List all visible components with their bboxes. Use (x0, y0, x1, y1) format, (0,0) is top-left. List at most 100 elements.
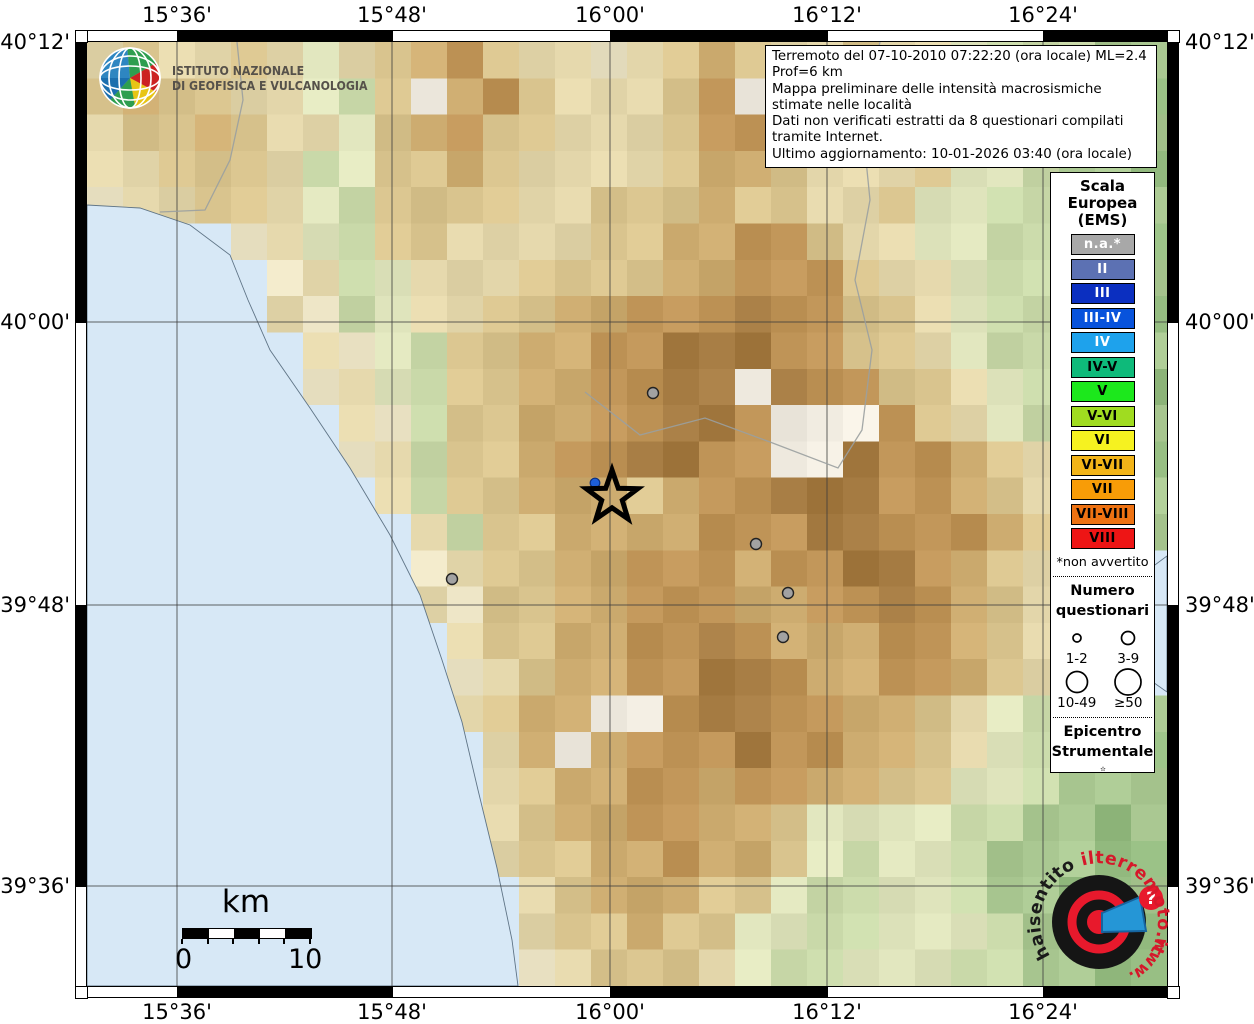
terrain-cell (951, 368, 988, 406)
questionnaire-size-label: 1-2 (1065, 651, 1088, 667)
frame-top-segment (87, 30, 178, 42)
terrain-cell (807, 731, 844, 769)
terrain-cell (879, 223, 916, 261)
terrain-cell (807, 441, 844, 479)
terrain-cell (771, 622, 808, 660)
terrain-cell (483, 332, 520, 370)
terrain-cell (627, 550, 664, 588)
terrain-cell (1023, 768, 1060, 806)
terrain-cell (987, 223, 1024, 261)
legend-title-line1: Scala (1079, 177, 1126, 195)
axis-label-top: 16°24' (1008, 3, 1078, 27)
terrain-cell (771, 877, 808, 914)
terrain-cell (915, 477, 952, 515)
terrain-cell (771, 804, 808, 842)
terrain-cell (663, 840, 700, 878)
terrain-cell (915, 949, 952, 986)
terrain-cell (843, 259, 880, 297)
info-line-map: Mappa preliminare delle intensità macros… (772, 81, 1102, 113)
scale-bar-segment (234, 929, 261, 938)
terrain-cell (843, 877, 880, 914)
terrain-cell (375, 296, 412, 334)
terrain-cell (591, 114, 628, 152)
axis-label-left: 40°12' (0, 30, 70, 54)
terrain-cell (663, 332, 700, 370)
scale-bar-segment (260, 929, 287, 938)
info-line-data: Dati non verificati estratti da 8 questi… (772, 114, 1124, 146)
terrain-cell (411, 441, 448, 479)
terrain-cell (735, 695, 772, 733)
frame-top-segment (392, 30, 611, 42)
terrain-cell (735, 913, 772, 951)
terrain-cell (735, 477, 772, 515)
terrain-cell (447, 259, 484, 297)
terrain-cell (807, 913, 844, 951)
axis-label-right: 40°00' (1185, 310, 1254, 334)
terrain-cell (447, 42, 484, 79)
terrain-cell (951, 405, 988, 442)
terrain-cell (735, 187, 772, 225)
terrain-cell (483, 477, 520, 515)
terrain-cell (699, 877, 736, 914)
terrain-cell (951, 514, 988, 551)
intensity-chip-ii: II (1070, 258, 1135, 280)
terrain-cell (519, 514, 556, 551)
terrain-cell (627, 949, 664, 986)
terrain-cell (663, 913, 700, 951)
scale-bar-unit: km (221, 884, 271, 920)
terrain-cell (735, 659, 772, 697)
scale-bar-tick (283, 939, 286, 944)
terrain-cell (591, 913, 628, 951)
terrain-cell (555, 42, 592, 79)
terrain-cell (807, 296, 844, 334)
axis-label-top: 15°36' (142, 3, 212, 27)
terrain-cell (699, 913, 736, 951)
terrain-cell (339, 223, 376, 261)
terrain-cell (735, 804, 772, 842)
terrain-cell (807, 187, 844, 225)
terrain-cell (519, 405, 556, 442)
scale-bar (182, 928, 312, 939)
terrain-cell (951, 804, 988, 842)
terrain-cell (519, 768, 556, 806)
terrain-cell (843, 695, 880, 733)
terrain-cell (807, 804, 844, 842)
terrain-cell (339, 187, 376, 225)
frame-bottom-segment (827, 986, 1044, 998)
terrain-cell (231, 114, 268, 152)
scale-bar-tick (181, 939, 183, 944)
terrain-cell (555, 405, 592, 442)
terrain-cell (915, 659, 952, 697)
info-line-event: Terremoto del 07-10-2010 07:22:20 (ora l… (772, 49, 1147, 81)
terrain-cell (447, 78, 484, 116)
terrain-cell (591, 42, 628, 79)
terrain-cell (987, 259, 1024, 297)
terrain-cell (591, 296, 628, 334)
terrain-cell (987, 368, 1024, 406)
terrain-cell (771, 259, 808, 297)
terrain-cell (555, 477, 592, 515)
frame-left-segment (75, 322, 87, 606)
terrain-cell (375, 477, 412, 515)
legend-title-line3: (EMS) (1077, 211, 1128, 229)
frame-left-segment (75, 605, 87, 887)
terrain-cell (1059, 804, 1096, 842)
terrain-cell (591, 877, 628, 914)
terrain-cell (843, 731, 880, 769)
terrain-cell (483, 441, 520, 479)
earthquake-info-box: Terremoto del 07-10-2010 07:22:20 (ora l… (765, 45, 1157, 169)
terrain-cell (987, 840, 1024, 878)
legend-footnote: *non avvertito (1056, 555, 1149, 570)
terrain-cell (411, 187, 448, 225)
axis-label-bottom: 16°00' (575, 1000, 645, 1024)
terrain-cell (879, 804, 916, 842)
terrain-cell (123, 114, 160, 152)
terrain-cell (771, 477, 808, 515)
intensity-chip-vii: VII (1070, 479, 1135, 500)
terrain-cell (735, 840, 772, 878)
terrain-cell (843, 913, 880, 951)
frame-bottom-segment (177, 986, 393, 998)
terrain-cell (627, 695, 664, 733)
terrain-cell (915, 296, 952, 334)
ingv-globe-icon (99, 47, 161, 109)
